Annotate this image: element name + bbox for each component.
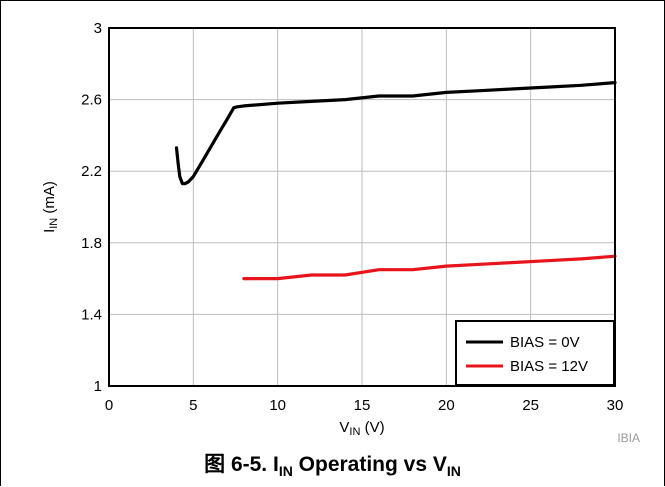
series-line-1 — [242, 254, 617, 281]
chart: 0 5 10 15 20 25 30 1 1.4 1.8 2.2 2.6 3 VIN (V) IIN (… — [41, 20, 640, 445]
x-tick-label: 15 — [354, 397, 371, 414]
y-axis-title: IIN (mA) — [41, 181, 60, 233]
x-tick-label: 0 — [105, 397, 113, 414]
legend: BIAS = 0V BIAS = 12V — [455, 320, 615, 386]
legend-box — [455, 320, 615, 386]
y-tick-label: 2.6 — [81, 92, 102, 109]
y-tick-label: 1.4 — [81, 306, 102, 323]
x-tick-label: 10 — [269, 397, 286, 414]
y-tick-label: 1.8 — [81, 235, 102, 252]
x-tick-label: 30 — [607, 397, 624, 414]
y-tick-label: 2.2 — [81, 163, 102, 180]
x-tick-label: 5 — [189, 397, 197, 414]
figure-caption: 图 6-5. IIN Operating vs VIN — [204, 453, 461, 480]
legend-label-bias-0v: BIAS = 0V — [510, 334, 580, 351]
x-tick-label: 25 — [522, 397, 539, 414]
x-tick-label: 20 — [438, 397, 455, 414]
plot-area — [108, 27, 616, 387]
watermark-label: IBIA — [617, 431, 640, 445]
series-layer — [174, 80, 617, 281]
legend-label-bias-12v: BIAS = 12V — [510, 358, 588, 375]
y-tick-label: 3 — [94, 20, 102, 37]
y-tick-label: 1 — [94, 378, 102, 395]
tick-labels: 0 5 10 15 20 25 30 1 1.4 1.8 2.2 2.6 3 — [81, 20, 623, 414]
x-axis-title: VIN (V) — [339, 419, 384, 438]
series-line-0 — [174, 80, 617, 186]
